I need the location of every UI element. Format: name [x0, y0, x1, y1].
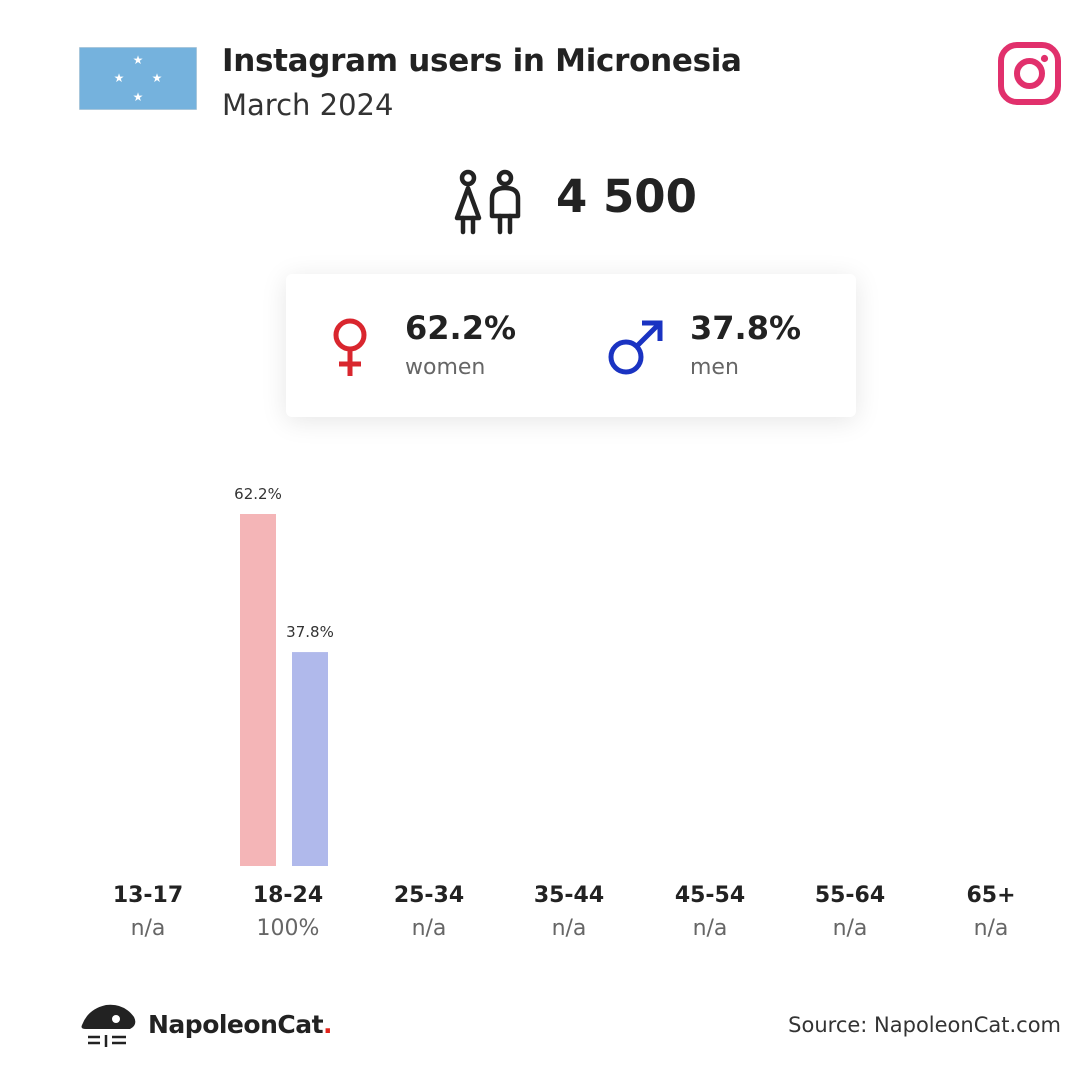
- source-text: Source: NapoleonCat.com: [788, 1013, 1061, 1037]
- age-group-value: n/a: [130, 916, 166, 941]
- women-label: women: [405, 355, 486, 380]
- svg-text:★: ★: [133, 53, 144, 67]
- age-group-value: n/a: [411, 916, 447, 941]
- page-title: Instagram users in Micronesia: [222, 43, 742, 79]
- male-symbol-icon: [608, 320, 663, 375]
- brand-text: NapoleonCat: [148, 1010, 324, 1039]
- age-group-label: 55-64: [814, 883, 886, 908]
- female-symbol-icon: [333, 318, 367, 376]
- brand-name: NapoleonCat.: [148, 1010, 333, 1039]
- age-gender-chart: 62.2% 37.8%: [234, 485, 334, 866]
- instagram-icon: [998, 42, 1061, 105]
- age-group-label: 45-54: [674, 883, 746, 908]
- bar-value-label: 37.8%: [286, 623, 334, 641]
- bar-value-label: 62.2%: [234, 485, 282, 503]
- users-icon: [454, 169, 521, 235]
- age-group-value: n/a: [551, 916, 587, 941]
- age-group-label: 65+: [966, 883, 1016, 908]
- age-group-value: n/a: [692, 916, 728, 941]
- bar-18-24-1: [292, 652, 328, 866]
- men-label: men: [690, 355, 739, 380]
- age-group-value: n/a: [973, 916, 1009, 941]
- page-subtitle: March 2024: [222, 88, 394, 122]
- age-group-value: 100%: [256, 916, 320, 941]
- micronesia-flag-icon: ★ ★ ★ ★: [79, 47, 197, 110]
- age-group-label: 35-44: [533, 883, 605, 908]
- age-group-label: 25-34: [393, 883, 465, 908]
- total-users-value: 4 500: [556, 170, 697, 223]
- svg-text:★: ★: [152, 71, 163, 85]
- brand-dot: .: [323, 1010, 333, 1039]
- men-percent: 37.8%: [690, 309, 802, 347]
- age-group-label: 13-17: [112, 883, 184, 908]
- age-group-value: n/a: [832, 916, 868, 941]
- napoleoncat-logo-icon: [81, 1004, 136, 1047]
- women-percent: 62.2%: [405, 309, 517, 347]
- bar-18-24-0: [240, 514, 276, 866]
- svg-text:★: ★: [133, 90, 144, 104]
- gender-card: 62.2% women 37.8% men: [286, 274, 856, 417]
- svg-text:★: ★: [114, 71, 125, 85]
- age-group-label: 18-24: [252, 883, 324, 908]
